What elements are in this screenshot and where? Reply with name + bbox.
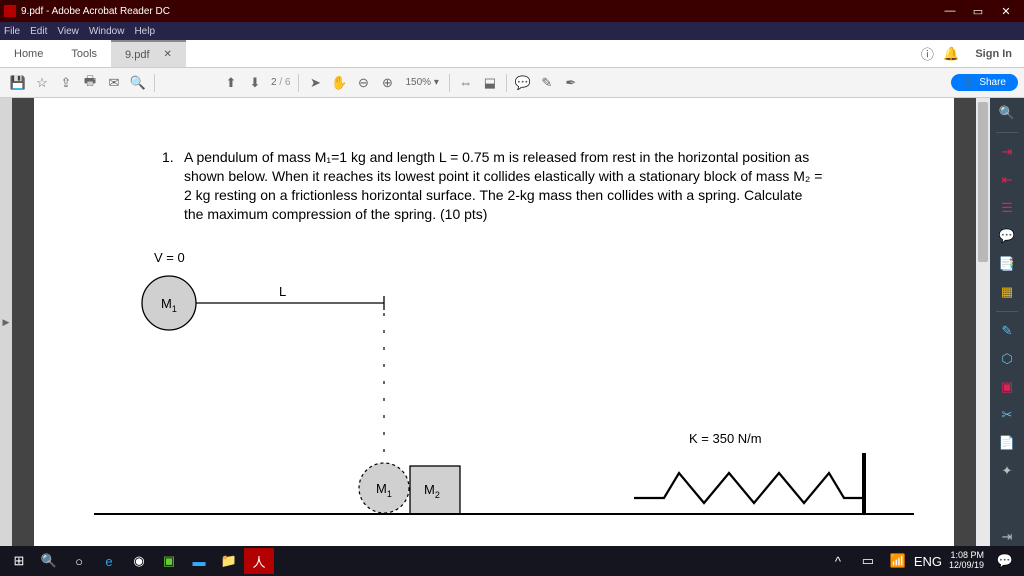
problem-text: 1. A pendulum of mass M₁=1 kg and length… <box>184 148 824 224</box>
title-bar: 9.pdf - Adobe Acrobat Reader DC — ▭ ✕ <box>0 0 1024 22</box>
zoom-out-icon[interactable]: ⊖ <box>351 75 375 91</box>
star-icon[interactable]: ☆ <box>30 75 54 91</box>
chrome-icon[interactable]: ◉ <box>124 548 154 574</box>
battery-icon[interactable]: ▭ <box>853 548 883 574</box>
zoom-in-icon[interactable]: ⊕ <box>375 75 399 91</box>
start-button[interactable]: ⊞ <box>4 548 34 574</box>
cloud-icon[interactable]: ⇪ <box>54 75 78 91</box>
search-tool-icon[interactable]: 🔍 <box>997 104 1017 122</box>
tab-close-icon[interactable]: ✕ <box>164 49 172 60</box>
close-button[interactable]: ✕ <box>992 5 1020 18</box>
maximize-button[interactable]: ▭ <box>964 5 992 18</box>
app2-icon[interactable]: ▬ <box>184 548 214 574</box>
page-number[interactable]: 2 / 6 <box>267 77 294 88</box>
explorer-icon[interactable]: 📁 <box>214 548 244 574</box>
vertical-scrollbar[interactable] <box>976 98 990 546</box>
page-up-icon[interactable]: ⬆ <box>219 75 243 91</box>
physics-diagram: V = 0 M1 L M1 M2 K = 350 <box>94 248 914 528</box>
pointer-icon[interactable]: ➤ <box>303 75 327 91</box>
tab-home[interactable]: Home <box>0 40 57 67</box>
create-pdf-icon[interactable]: ⇤ <box>997 171 1017 189</box>
compress-icon[interactable]: ▣ <box>997 378 1017 396</box>
window-title: 9.pdf - Adobe Acrobat Reader DC <box>21 6 170 17</box>
search-icon[interactable]: 🔍 <box>126 75 150 91</box>
mail-icon[interactable]: ✉ <box>102 75 126 91</box>
menu-bar: File Edit View Window Help <box>0 22 1024 40</box>
redact-icon[interactable]: ✂ <box>997 406 1017 424</box>
document-viewer: 1. A pendulum of mass M₁=1 kg and length… <box>12 98 976 546</box>
notifications-icon[interactable]: 💬 <box>990 548 1020 574</box>
menu-help[interactable]: Help <box>134 26 155 37</box>
label-l: L <box>279 284 286 299</box>
pdf-page: 1. A pendulum of mass M₁=1 kg and length… <box>34 98 954 546</box>
lang-indicator[interactable]: ENG <box>913 548 943 574</box>
prepare-icon[interactable]: 📄 <box>997 434 1017 452</box>
export-pdf-icon[interactable]: ⇥ <box>997 143 1017 161</box>
spring <box>634 473 864 503</box>
menu-window[interactable]: Window <box>89 26 125 37</box>
tray-up-icon[interactable]: ^ <box>823 548 853 574</box>
app-icon <box>4 5 16 17</box>
print-icon[interactable]: 🖶 <box>78 72 102 94</box>
right-tools-panel: 🔍 ⇥ ⇤ ☰ 💬 📑 ▦ ✎ ⬡ ▣ ✂ 📄 ✦ ⇥ <box>990 98 1024 546</box>
fit-page-icon[interactable]: ⬓ <box>478 75 502 91</box>
acrobat-taskbar-icon[interactable]: 人 <box>244 548 274 574</box>
windows-taskbar: ⊞ 🔍 ○ e ◉ ▣ ▬ 📁 人 ^ ▭ 📶 ENG 1:08 PM12/09… <box>0 546 1024 576</box>
cortana-icon[interactable]: ○ <box>64 548 94 574</box>
organize-icon[interactable]: ▦ <box>997 283 1017 301</box>
label-k: K = 350 N/m <box>689 431 762 446</box>
clock[interactable]: 1:08 PM12/09/19 <box>943 551 990 571</box>
comment-tool-icon[interactable]: 💬 <box>997 227 1017 245</box>
tab-bar: Home Tools 9.pdf✕ ⓘ 🔔 Sign In <box>0 40 1024 68</box>
toolbar: 💾 ☆ ⇪ 🖶 ✉ 🔍 ⬆ ⬇ 2 / 6 ➤ ✋ ⊖ ⊕ 150% ▾ ⇔ ⬓… <box>0 68 1024 98</box>
tab-document[interactable]: 9.pdf✕ <box>111 40 186 67</box>
collapse-panel-icon[interactable]: ⇥ <box>997 528 1017 546</box>
comment-icon[interactable]: 💬 <box>511 75 535 91</box>
edge-icon[interactable]: e <box>94 548 124 574</box>
sign-tool-icon[interactable]: ✎ <box>997 322 1017 340</box>
left-panel-toggle[interactable]: ▶ <box>0 98 12 546</box>
bell-icon[interactable]: 🔔 <box>939 46 963 62</box>
search-taskbar-icon[interactable]: 🔍 <box>34 548 64 574</box>
sign-icon[interactable]: ✒ <box>559 75 583 91</box>
minimize-button[interactable]: — <box>936 5 964 17</box>
more-tools-icon[interactable]: ✦ <box>997 462 1017 480</box>
protect-icon[interactable]: ⬡ <box>997 350 1017 368</box>
share-button[interactable]: 👤 Share <box>951 74 1018 91</box>
label-v0: V = 0 <box>154 250 185 265</box>
pen-icon[interactable]: ✎ <box>535 75 559 91</box>
menu-edit[interactable]: Edit <box>30 26 47 37</box>
help-icon[interactable]: ⓘ <box>915 44 939 63</box>
menu-file[interactable]: File <box>4 26 20 37</box>
hand-icon[interactable]: ✋ <box>327 75 351 91</box>
menu-view[interactable]: View <box>57 26 79 37</box>
save-icon[interactable]: 💾 <box>6 75 30 91</box>
edit-pdf-icon[interactable]: ☰ <box>997 199 1017 217</box>
sign-in-button[interactable]: Sign In <box>963 48 1024 60</box>
page-down-icon[interactable]: ⬇ <box>243 75 267 91</box>
combine-icon[interactable]: 📑 <box>997 255 1017 273</box>
tab-tools[interactable]: Tools <box>57 40 111 67</box>
wifi-icon[interactable]: 📶 <box>883 548 913 574</box>
zoom-level[interactable]: 150% ▾ <box>399 77 444 88</box>
app1-icon[interactable]: ▣ <box>154 548 184 574</box>
fit-width-icon[interactable]: ⇔ <box>454 75 478 90</box>
